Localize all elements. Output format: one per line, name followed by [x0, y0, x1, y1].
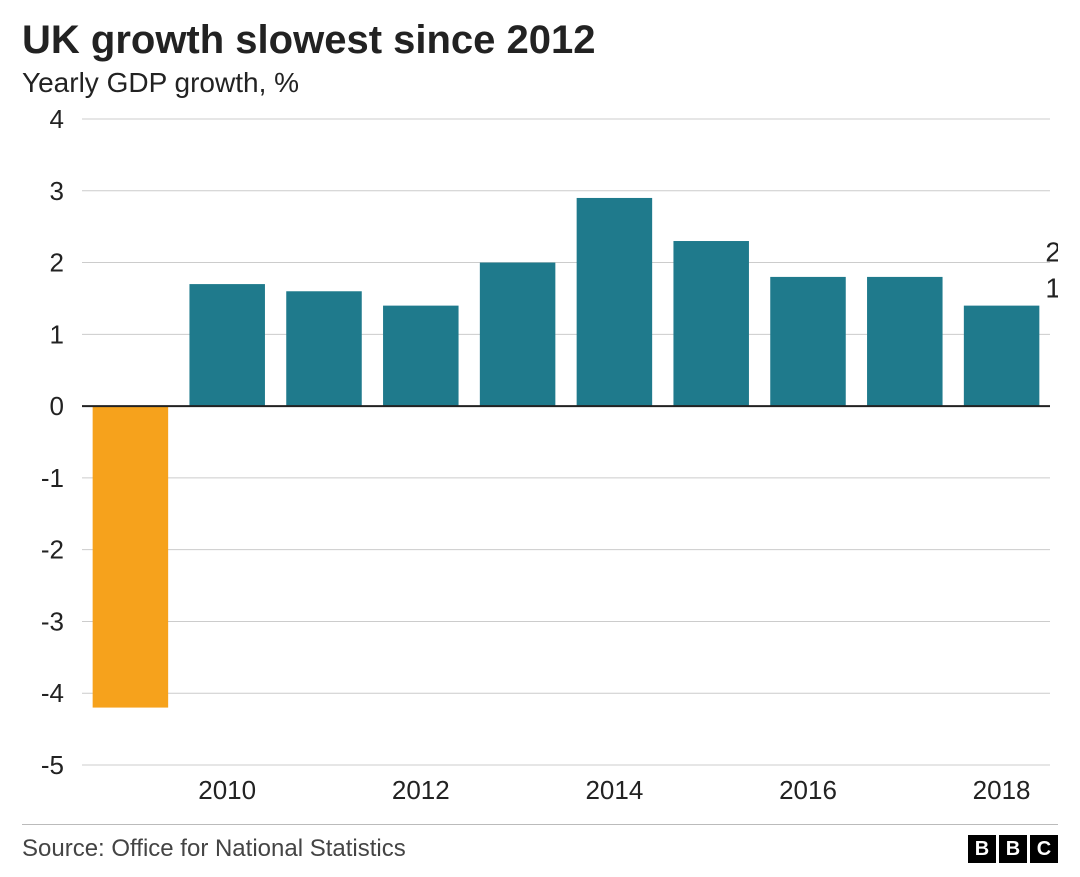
bar-chart: -5 -4 -3 -2 -1 0 1 2 3 4 2010 2012 2014 2016 2018 2018 1…: [22, 109, 1058, 809]
chart-area: -5 -4 -3 -2 -1 0 1 2 3 4 2010 2012 2014 2016 2018 2018 1…: [22, 109, 1058, 809]
y-axis-label: 2: [50, 248, 64, 278]
bar: [93, 406, 169, 707]
x-axis-label: 2014: [585, 775, 643, 805]
bar: [480, 263, 556, 407]
source-text: Source: Office for National Statistics: [22, 835, 406, 863]
footer: Source: Office for National Statistics B…: [22, 824, 1058, 863]
bar: [770, 277, 846, 406]
chart-title: UK growth slowest since 2012: [22, 18, 1058, 63]
x-axis-label: 2010: [198, 775, 256, 805]
bbc-logo: B B C: [968, 835, 1058, 863]
bar: [673, 241, 749, 406]
chart-subtitle: Yearly GDP growth, %: [22, 67, 1058, 99]
bbc-logo-letter: C: [1030, 835, 1058, 863]
y-axis-label: -2: [41, 535, 64, 565]
x-axis-label: 2016: [779, 775, 837, 805]
y-axis-label: -3: [41, 606, 64, 636]
y-axis-label: 1: [50, 319, 64, 349]
y-axis-label: -5: [41, 750, 64, 780]
y-axis-label: 4: [50, 109, 64, 134]
y-axis-label: 3: [50, 176, 64, 206]
y-axis-label: -1: [41, 463, 64, 493]
x-axis-label: 2018: [973, 775, 1031, 805]
annotation-value: 1.4%: [1045, 273, 1058, 304]
bar: [964, 306, 1040, 406]
x-axis-label: 2012: [392, 775, 450, 805]
annotation-year: 2018: [1045, 237, 1058, 268]
bar: [286, 291, 362, 406]
bbc-logo-letter: B: [968, 835, 996, 863]
bar: [383, 306, 459, 406]
bar: [189, 284, 265, 406]
y-axis-label: -4: [41, 678, 64, 708]
bar: [577, 198, 653, 406]
y-axis-label: 0: [50, 391, 64, 421]
bar: [867, 277, 943, 406]
bbc-logo-letter: B: [999, 835, 1027, 863]
